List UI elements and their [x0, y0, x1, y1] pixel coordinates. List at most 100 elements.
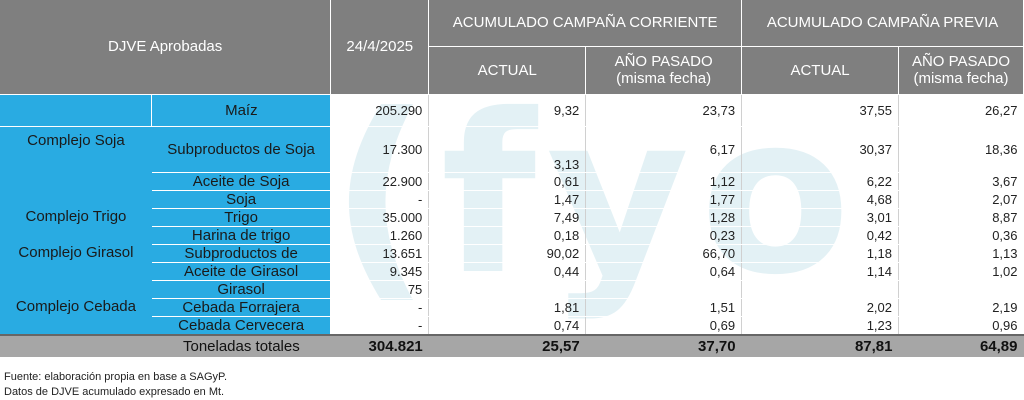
current-campaign-header: ACUMULADO CAMPAÑA CORRIENTE: [428, 0, 743, 47]
date-header: 24/4/2025: [330, 0, 430, 95]
djve-cell: 1.260: [330, 226, 430, 245]
prev-actual-cell: 3,01: [741, 208, 899, 227]
cur-actual-cell: 9,32: [428, 94, 587, 127]
table-row: Aceite de Girasol 9.345 0,44 0,64 1,14 1…: [0, 262, 1024, 281]
total-prev-prev: 64,89: [898, 333, 1024, 357]
cur-actual-cell: 0,74: [428, 316, 587, 335]
prev-prev-cell: 2,07: [898, 190, 1024, 209]
prev-prev-cell: 2,19: [898, 298, 1024, 317]
prev-actual-cell: [741, 280, 899, 299]
cur-prev-cell: 6,17: [585, 126, 743, 173]
prev-actual-cell: 4,68: [741, 190, 899, 209]
total-djve: 304.821: [330, 333, 429, 357]
prev-prev-cell: 26,27: [898, 94, 1024, 127]
cur-prev-cell: 1,28: [585, 208, 743, 227]
total-row: Toneladas totales 304.821 25,57 37,70 87…: [0, 333, 1024, 357]
table-row: Complejo Trigo Trigo 35.000 7,49 1,28 3,…: [0, 208, 1024, 244]
cur-actual-cell: 90,02: [428, 244, 587, 263]
djve-table: DJVE Aprobadas 24/4/2025 ACUMULADO CAMPA…: [0, 0, 1024, 357]
prev-prev-cell: [898, 280, 1024, 299]
table-row: Soja - 1,47 1,77 4,68 2,07: [0, 190, 1024, 209]
total-prev-actual: 87,81: [741, 333, 899, 357]
cur-prev-cell: 0,23: [585, 226, 743, 245]
product-label: Harina de trigo: [151, 226, 332, 245]
product-label: Subproductos de Soja: [151, 126, 332, 173]
table-title: DJVE Aprobadas: [0, 0, 332, 95]
prev-prev-cell: 8,87: [898, 208, 1024, 227]
table-row: Harina de trigo 1.260 0,18 0,23 0,42 0,3…: [0, 226, 1024, 245]
product-label: Trigo: [151, 208, 332, 227]
group-label-girasol: Complejo Girasol: [0, 244, 152, 298]
djve-cell: 9.345: [330, 262, 430, 281]
cur-actual-cell: 0,44: [428, 262, 587, 281]
prev-actual-cell: 6,22: [741, 172, 899, 191]
total-cur-actual: 25,57: [428, 333, 586, 357]
prev-prev-cell: 3,67: [898, 172, 1024, 191]
product-label: Maíz: [151, 94, 332, 127]
group-label-cebada: Complejo Cebada: [0, 298, 152, 335]
table-row: Girasol 75: [0, 280, 1024, 299]
table-row: Maíz 205.290 9,32 23,73 37,55 26,27: [0, 94, 1024, 127]
prev-actual-cell: 1,14: [741, 262, 899, 281]
djve-cell: 13.651: [330, 244, 430, 263]
djve-cell: 17.300: [330, 126, 430, 173]
prev-prev-cell: 1,02: [898, 262, 1024, 281]
product-label: Aceite de Soja: [151, 172, 332, 191]
djve-cell: 35.000: [330, 208, 430, 227]
previous-actual-header: ACTUAL: [741, 46, 899, 95]
prev-prev-cell: 18,36: [898, 126, 1024, 173]
product-label: Soja: [151, 190, 332, 209]
product-label: Cebada Cervecera: [151, 316, 332, 335]
prev-prev-cell: 1,13: [898, 244, 1024, 263]
cur-prev-cell: 1,77: [585, 190, 743, 209]
table-row: Complejo Girasol Subproductos de 13.651 …: [0, 244, 1024, 298]
table-row: Cebada Cervecera - 0,74 0,69 1,23 0,96: [0, 316, 1024, 335]
prev-actual-cell: 1,23: [741, 316, 899, 335]
prev-actual-cell: 30,37: [741, 126, 899, 173]
table-row: Aceite de Soja 22.900 0,61 1,12 6,22 3,6…: [0, 172, 1024, 191]
total-label: Toneladas totales: [151, 333, 331, 357]
table-row: Complejo Soja Subproductos de Soja 17.30…: [0, 126, 1024, 208]
product-label: Aceite de Girasol: [151, 262, 332, 281]
prev-actual-cell: 0,42: [741, 226, 899, 245]
current-last-year-header: AÑO PASADO (misma fecha): [585, 46, 743, 95]
cur-actual-cell: 1,81: [428, 298, 587, 317]
djve-cell: 205.290: [330, 94, 430, 127]
prev-actual-cell: 2,02: [741, 298, 899, 317]
cur-prev-cell: [585, 280, 743, 299]
footer-note: Datos de DJVE acumulado expresado en Mt.: [4, 386, 225, 398]
product-label: Subproductos de: [151, 244, 332, 263]
footer-source: Fuente: elaboración propia en base a SAG…: [4, 371, 228, 383]
total-empty-cell: [0, 333, 152, 357]
cur-actual-cell: 7,49: [428, 208, 587, 227]
cur-prev-cell: 1,12: [585, 172, 743, 191]
cur-prev-cell: 66,70: [585, 244, 743, 263]
cur-actual-cell: 1,47: [428, 190, 587, 209]
djve-cell: -: [330, 316, 430, 335]
cur-actual-cell: 0,61: [428, 172, 587, 191]
prev-actual-cell: 37,55: [741, 94, 899, 127]
total-cur-prev: 37,70: [585, 333, 742, 357]
previous-campaign-header: ACUMULADO CAMPAÑA PREVIA: [741, 0, 1024, 47]
current-actual-header: ACTUAL: [428, 46, 587, 95]
prev-actual-cell: 1,18: [741, 244, 899, 263]
cur-prev-cell: 23,73: [585, 94, 743, 127]
group-label-soja: Complejo Soja: [0, 126, 152, 208]
group-empty-cell: [0, 94, 153, 127]
cur-actual-cell: [428, 280, 587, 299]
djve-cell: -: [330, 298, 430, 317]
djve-cell: 75: [330, 280, 430, 299]
table-row: Complejo Cebada Cebada Forrajera - 1,81 …: [0, 298, 1024, 335]
cur-prev-cell: 0,64: [585, 262, 743, 281]
previous-last-year-header: AÑO PASADO (misma fecha): [898, 46, 1024, 95]
group-label-trigo: Complejo Trigo: [0, 208, 152, 244]
product-label: Girasol: [151, 280, 332, 299]
cur-prev-cell: 0,69: [585, 316, 743, 335]
prev-prev-cell: 0,36: [898, 226, 1024, 245]
djve-cell: 22.900: [330, 172, 430, 191]
djve-cell: -: [330, 190, 430, 209]
cur-actual-cell: 3,13: [428, 126, 587, 173]
prev-prev-cell: 0,96: [898, 316, 1024, 335]
product-label: Cebada Forrajera: [151, 298, 332, 317]
cur-actual-cell: 0,18: [428, 226, 587, 245]
